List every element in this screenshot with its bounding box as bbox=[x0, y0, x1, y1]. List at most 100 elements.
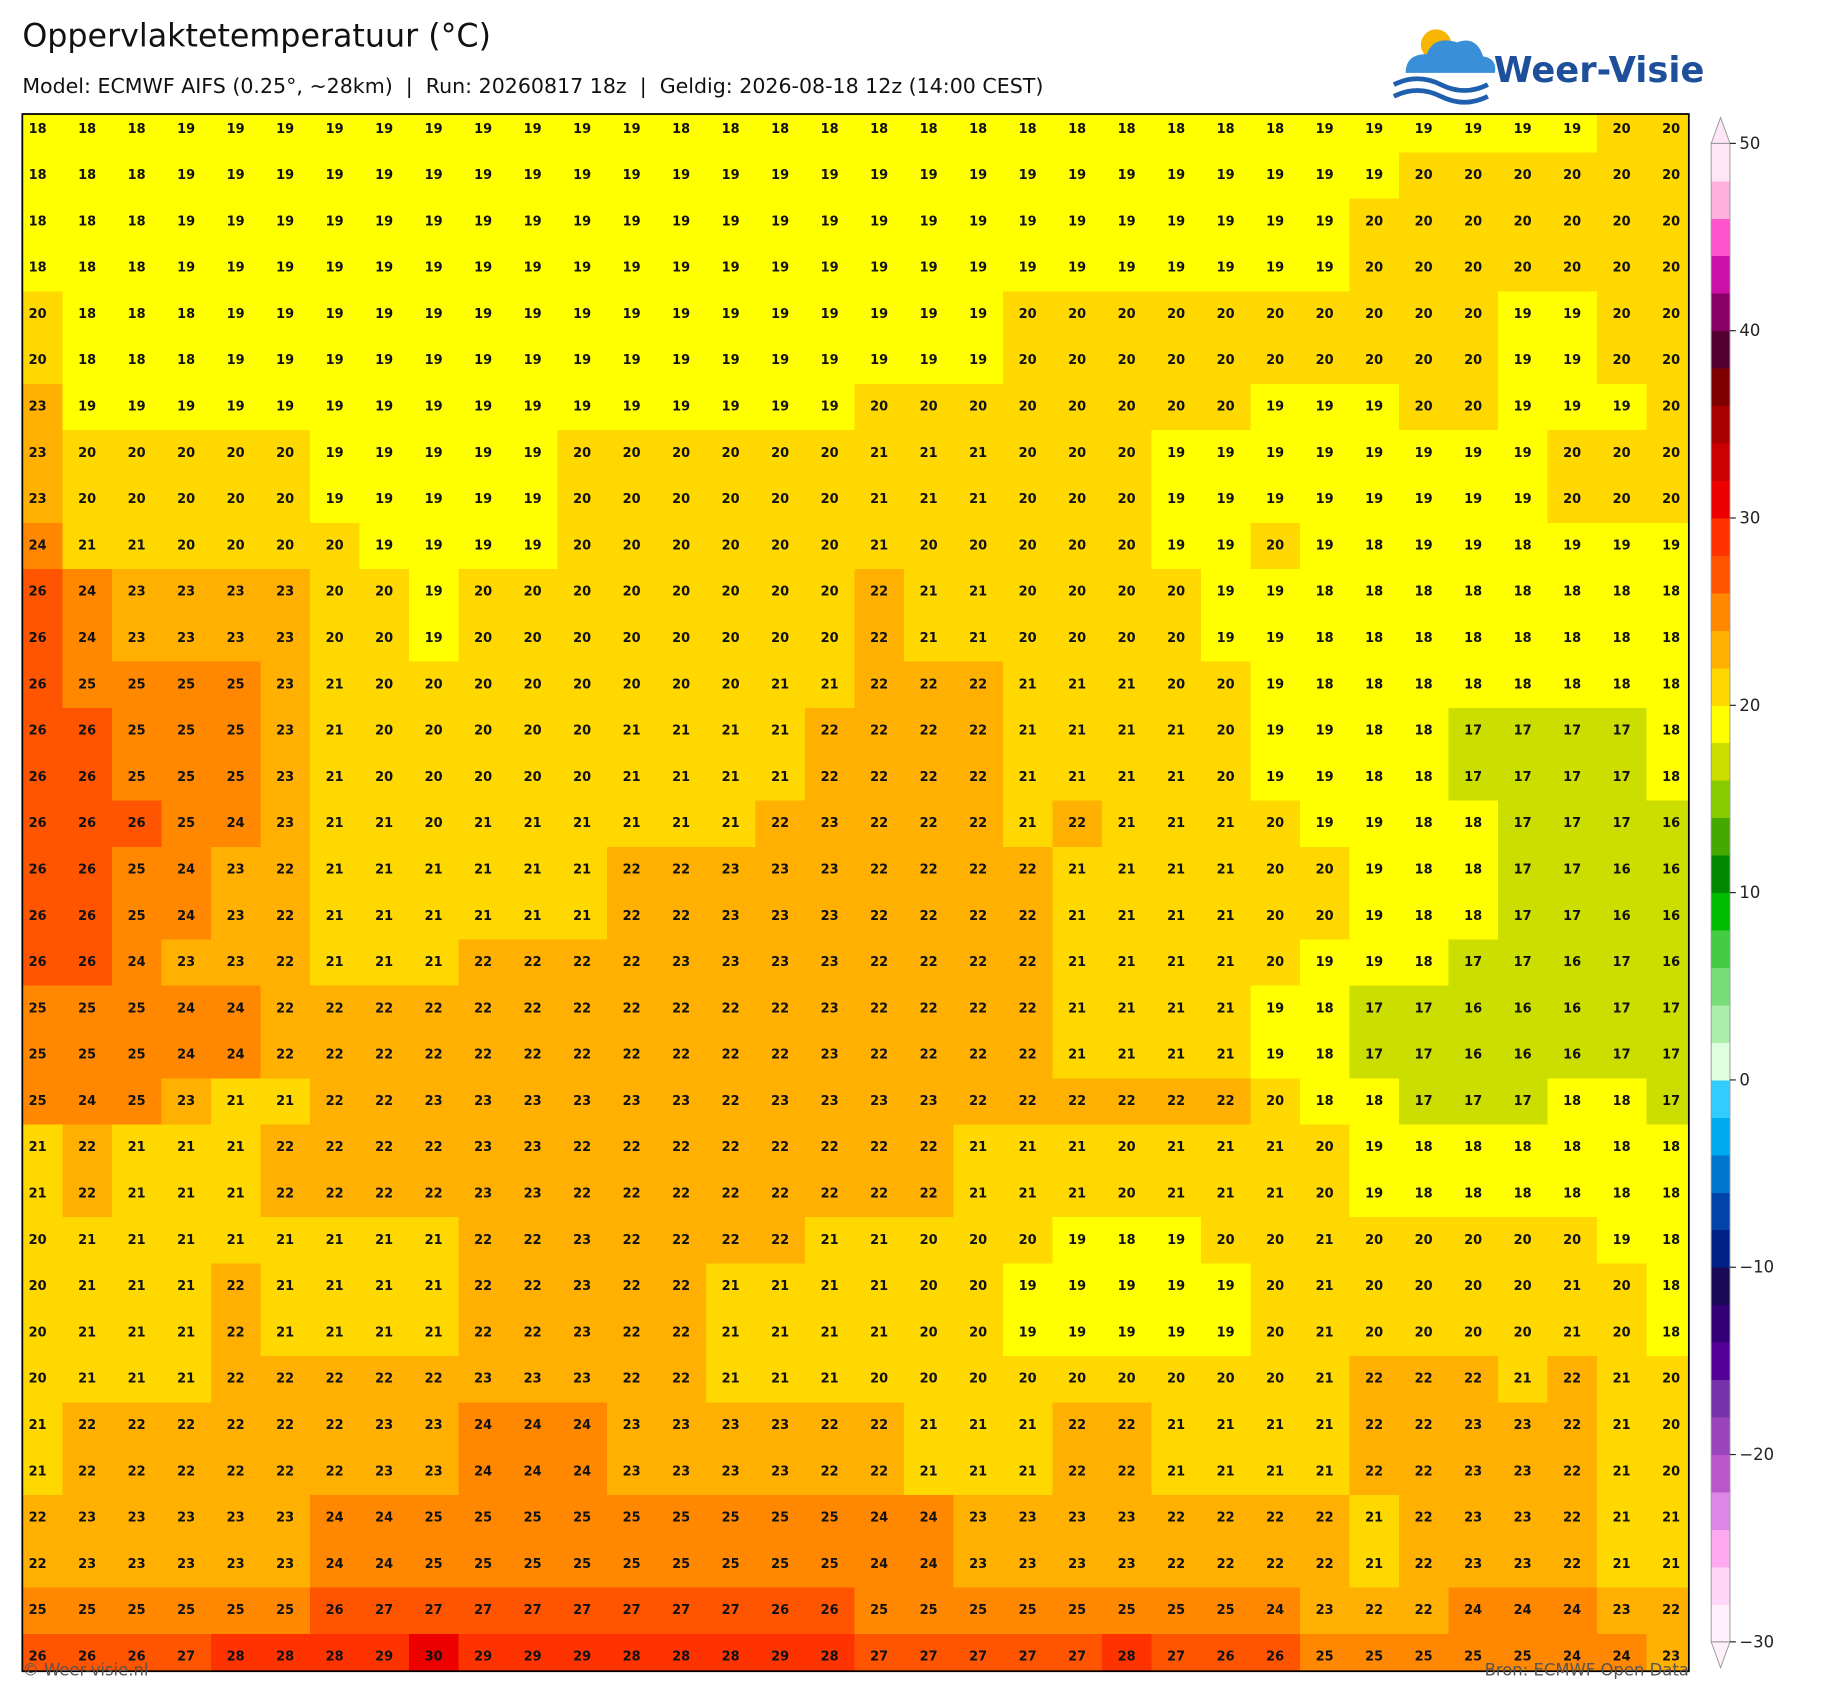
temperature-label: 22 bbox=[1415, 1418, 1433, 1433]
temperature-label: 21 bbox=[623, 770, 641, 785]
temperature-cell bbox=[507, 522, 559, 570]
temperature-label: 19 bbox=[1563, 122, 1581, 137]
temperature-cell bbox=[507, 245, 559, 293]
temperature-cell bbox=[1398, 1356, 1450, 1404]
temperature-cell bbox=[408, 114, 460, 154]
temperature-cell bbox=[755, 1541, 806, 1589]
temperature-label: 19 bbox=[672, 400, 690, 415]
temperature-label: 20 bbox=[1464, 353, 1482, 368]
temperature-cell bbox=[1250, 661, 1301, 709]
temperature-label: 20 bbox=[573, 631, 591, 646]
temperature-cell bbox=[953, 1309, 1004, 1357]
temperature-cell bbox=[903, 245, 955, 293]
temperature-label: 20 bbox=[1118, 538, 1136, 553]
temperature-label: 25 bbox=[128, 770, 146, 785]
temperature-label: 20 bbox=[1217, 353, 1235, 368]
temperature-cell bbox=[161, 1541, 212, 1589]
temperature-label: 20 bbox=[1415, 400, 1433, 415]
temperature-label: 19 bbox=[1365, 122, 1383, 137]
temperature-label: 16 bbox=[1662, 816, 1680, 831]
temperature-cell bbox=[458, 1402, 509, 1450]
temperature-label: 21 bbox=[1613, 1418, 1631, 1433]
temperature-cell bbox=[705, 383, 757, 431]
temperature-label: 21 bbox=[326, 816, 344, 831]
temperature-label: 22 bbox=[1316, 1511, 1334, 1526]
temperature-label: 18 bbox=[1514, 677, 1532, 692]
temperature-label: 25 bbox=[1415, 1649, 1433, 1664]
temperature-cell bbox=[1646, 1217, 1689, 1265]
temperature-cell bbox=[1002, 846, 1054, 894]
temperature-cell bbox=[557, 615, 608, 663]
temperature-cell bbox=[903, 430, 955, 478]
temperature-cell bbox=[1200, 1032, 1252, 1080]
temperature-label: 19 bbox=[722, 168, 740, 183]
temperature-label: 22 bbox=[870, 1048, 888, 1063]
temperature-cell bbox=[1497, 754, 1549, 802]
temperature-label: 23 bbox=[771, 909, 789, 924]
temperature-cell bbox=[260, 1494, 311, 1542]
temperature-cell bbox=[1151, 1032, 1202, 1080]
temperature-cell bbox=[1151, 1309, 1202, 1357]
temperature-cell bbox=[1349, 615, 1400, 663]
temperature-cell bbox=[210, 846, 262, 894]
temperature-label: 17 bbox=[1514, 909, 1532, 924]
temperature-cell bbox=[260, 985, 311, 1033]
temperature-label: 21 bbox=[128, 1187, 146, 1202]
temperature-label: 20 bbox=[1662, 1464, 1680, 1479]
temperature-label: 22 bbox=[227, 1464, 245, 1479]
temperature-label: 16 bbox=[1662, 909, 1680, 924]
temperature-cell bbox=[755, 754, 806, 802]
temperature-label: 19 bbox=[821, 307, 839, 322]
temperature-label: 20 bbox=[1514, 1325, 1532, 1340]
temperature-cell bbox=[1299, 476, 1351, 524]
temperature-cell bbox=[903, 337, 955, 385]
temperature-cell bbox=[1052, 569, 1103, 617]
temperature-label: 19 bbox=[1217, 1325, 1235, 1340]
temperature-label: 20 bbox=[623, 446, 641, 461]
temperature-label: 19 bbox=[821, 261, 839, 276]
temperature-label: 21 bbox=[474, 816, 492, 831]
temperature-cell bbox=[1349, 939, 1400, 987]
temperature-label: 20 bbox=[1662, 1372, 1680, 1387]
temperature-label: 25 bbox=[771, 1511, 789, 1526]
temperature-label: 19 bbox=[1514, 307, 1532, 322]
temperature-cell bbox=[507, 939, 559, 987]
temperature-label: 20 bbox=[1662, 168, 1680, 183]
temperature-cell bbox=[1547, 846, 1598, 894]
temperature-label: 19 bbox=[1563, 307, 1581, 322]
temperature-label: 23 bbox=[722, 955, 740, 970]
temperature-label: 19 bbox=[276, 307, 294, 322]
temperature-label: 16 bbox=[1563, 1048, 1581, 1063]
temperature-cell bbox=[1448, 1494, 1499, 1542]
temperature-cell bbox=[1151, 939, 1202, 987]
temperature-cell bbox=[804, 522, 856, 570]
temperature-label: 21 bbox=[177, 1187, 195, 1202]
temperature-label: 21 bbox=[1068, 724, 1086, 739]
temperature-cell bbox=[656, 1541, 707, 1589]
temperature-label: 18 bbox=[1613, 585, 1631, 600]
temperature-cell bbox=[606, 893, 658, 941]
colorbar-band bbox=[1711, 480, 1730, 519]
temperature-cell bbox=[1547, 1078, 1598, 1126]
temperature-cell bbox=[557, 939, 608, 987]
temperature-label: 20 bbox=[1167, 677, 1185, 692]
temperature-cell bbox=[656, 939, 707, 987]
temperature-cell bbox=[1497, 1356, 1549, 1404]
temperature-label: 19 bbox=[425, 492, 443, 507]
temperature-cell bbox=[260, 1217, 311, 1265]
temperature-cell bbox=[606, 1170, 658, 1218]
temperature-label: 20 bbox=[29, 1233, 47, 1248]
temperature-label: 20 bbox=[1068, 492, 1086, 507]
temperature-label: 18 bbox=[1662, 631, 1680, 646]
temperature-label: 22 bbox=[821, 1418, 839, 1433]
temperature-label: 19 bbox=[425, 585, 443, 600]
temperature-label: 19 bbox=[1217, 631, 1235, 646]
temperature-cell bbox=[903, 615, 955, 663]
temperature-cell bbox=[309, 1494, 361, 1542]
temperature-label: 18 bbox=[920, 122, 938, 137]
temperature-label: 20 bbox=[1266, 1233, 1284, 1248]
temperature-cell bbox=[755, 1124, 806, 1172]
temperature-cell bbox=[1250, 1356, 1301, 1404]
temperature-cell bbox=[1646, 291, 1689, 339]
temperature-cell bbox=[1101, 1032, 1153, 1080]
